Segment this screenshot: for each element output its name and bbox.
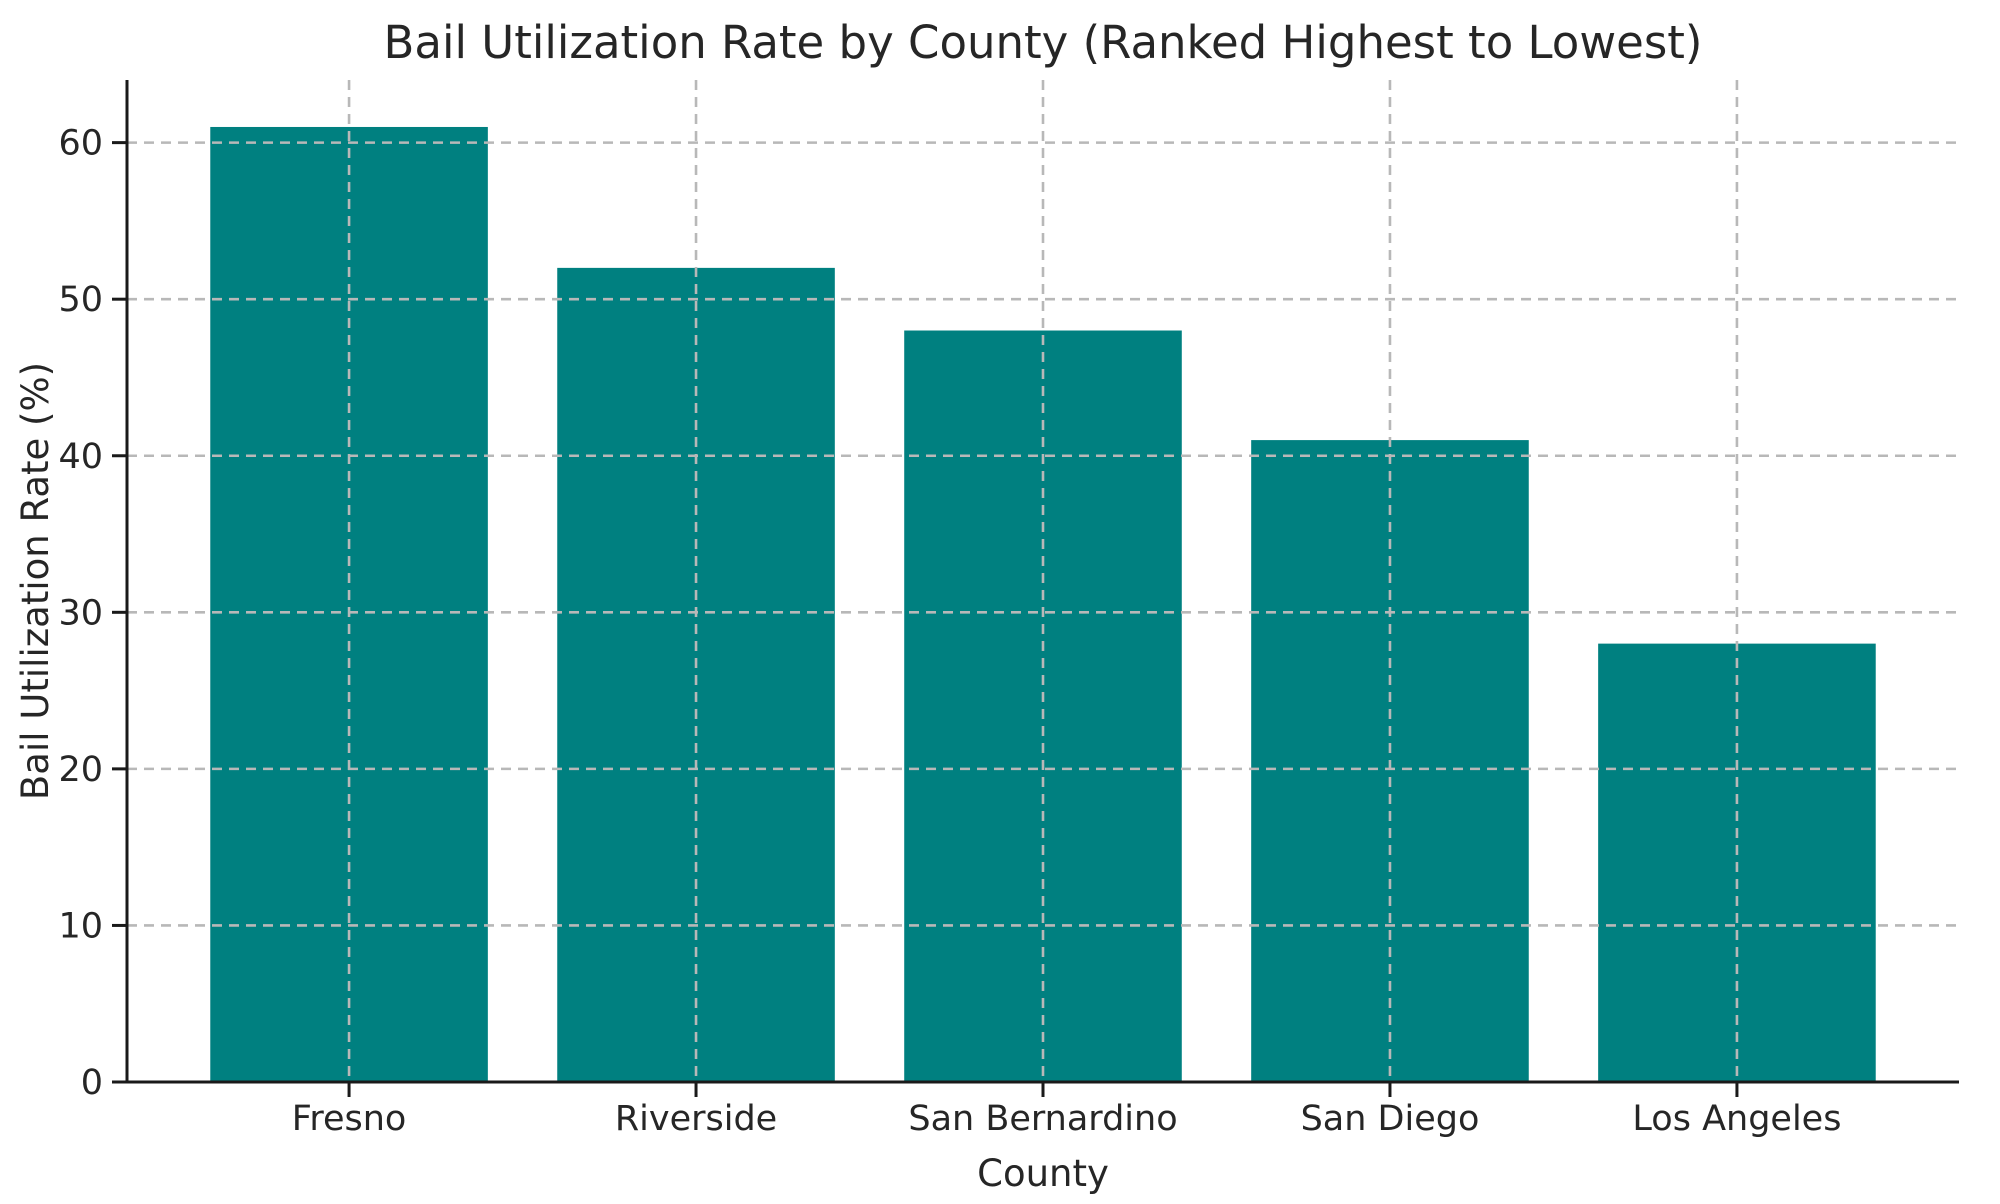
y-tick-label-10: 10 [58,906,103,946]
y-tick-label-60: 60 [58,124,103,164]
y-tick-label-30: 30 [58,593,103,633]
x-axis-label: County [977,1152,1109,1195]
y-tick-label-0: 0 [81,1063,103,1103]
plot-area: 0 10 20 30 40 50 60 Fresno Riverside San Bernardi… [58,80,1959,1139]
x-tick-label-fresno: Fresno [292,1099,407,1139]
x-tick-label-san-bernardino: San Bernardino [908,1099,1177,1139]
chart-title: Bail Utilization Rate by County (Ranked … [384,16,1703,69]
y-axis-label: Bail Utilization Rate (%) [14,362,57,800]
y-tick-label-50: 50 [58,280,103,320]
y-tick-label-20: 20 [58,750,103,790]
x-tick-label-riverside: Riverside [615,1099,777,1139]
y-tick-label-40: 40 [58,437,103,477]
x-tick-label-los-angeles: Los Angeles [1632,1099,1841,1139]
x-tick-label-san-diego: San Diego [1301,1099,1480,1139]
